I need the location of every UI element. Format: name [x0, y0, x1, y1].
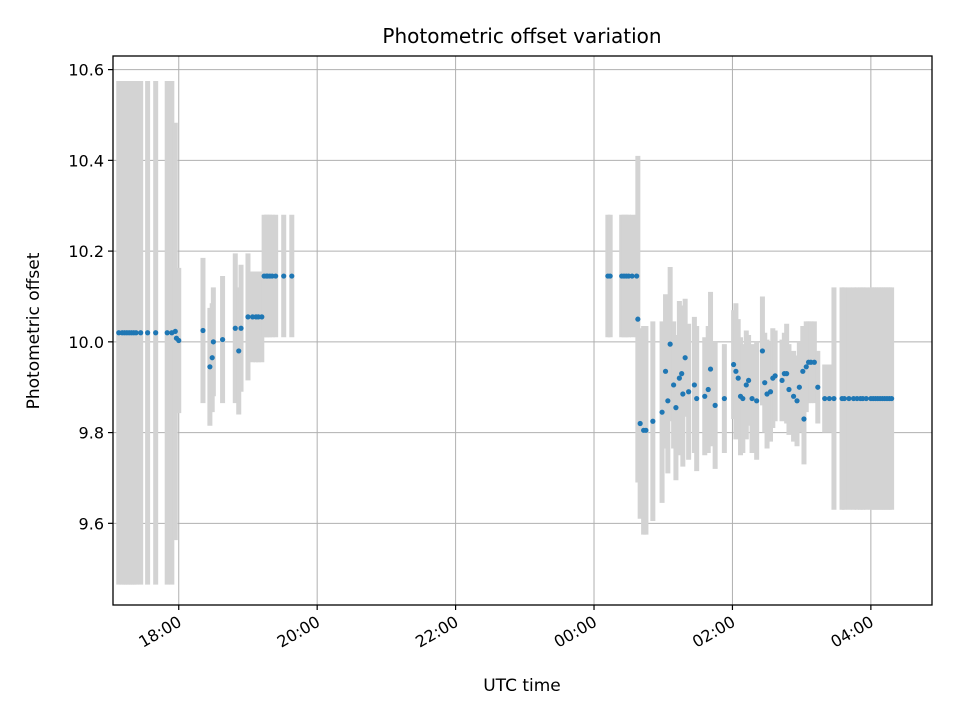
data-point	[801, 416, 807, 422]
data-point	[721, 395, 727, 402]
data-point	[200, 327, 206, 334]
data-point	[667, 341, 673, 347]
data-point	[245, 314, 251, 320]
data-point	[673, 405, 679, 411]
data-point	[815, 384, 821, 390]
data-point	[754, 398, 760, 404]
data-point	[153, 330, 159, 336]
data-point	[803, 364, 809, 370]
data-point	[759, 348, 766, 354]
data-point	[784, 371, 790, 377]
data-point	[219, 336, 226, 343]
data-point	[794, 398, 800, 404]
data-point	[772, 373, 778, 379]
data-point	[822, 395, 828, 402]
data-point	[691, 382, 697, 388]
data-point	[643, 427, 649, 433]
data-point	[637, 420, 643, 427]
data-point	[634, 273, 640, 279]
y-tick-label: 10.4	[68, 151, 104, 170]
data-point	[679, 371, 685, 377]
data-point	[138, 330, 144, 336]
data-point	[863, 395, 869, 402]
data-point	[232, 325, 238, 331]
data-point	[811, 359, 817, 365]
data-point	[682, 355, 688, 361]
data-point	[779, 377, 785, 384]
data-point	[209, 355, 215, 361]
data-point	[164, 330, 170, 336]
data-point	[705, 386, 711, 393]
data-point	[289, 273, 295, 279]
data-point	[145, 330, 151, 336]
data-point	[735, 375, 741, 381]
data-point	[800, 368, 806, 374]
data-point	[786, 386, 792, 393]
chart-title: Photometric offset variation	[382, 24, 661, 48]
data-point	[745, 377, 752, 384]
data-point	[210, 339, 216, 345]
data-point	[281, 273, 287, 279]
plot-frame	[112, 55, 933, 606]
data-point	[259, 314, 265, 320]
data-point	[889, 395, 895, 402]
y-tick-label: 10.6	[68, 61, 104, 80]
data-point	[686, 389, 692, 395]
data-point	[841, 395, 847, 402]
data-point	[712, 402, 718, 408]
data-point	[238, 325, 244, 331]
data-point	[694, 395, 700, 402]
data-point	[207, 364, 213, 370]
data-point	[133, 330, 139, 336]
data-point	[733, 368, 739, 374]
data-point	[676, 375, 682, 381]
data-point	[796, 384, 802, 390]
y-tick-label: 9.8	[79, 424, 104, 443]
data-point	[740, 395, 746, 402]
y-tick-label: 9.6	[79, 514, 104, 533]
data-point	[749, 395, 755, 402]
data-point	[730, 361, 737, 368]
data-point	[236, 348, 242, 354]
data-point	[176, 337, 182, 344]
data-point	[790, 393, 797, 399]
data-point	[831, 395, 837, 402]
data-point	[707, 366, 714, 372]
data-point	[659, 409, 665, 415]
x-axis-title: UTC time	[483, 676, 561, 696]
data-point	[635, 316, 641, 322]
data-point	[650, 418, 656, 424]
data-point	[273, 273, 279, 279]
data-point	[662, 368, 669, 374]
data-points	[116, 273, 895, 433]
data-point	[702, 393, 708, 399]
data-point	[826, 395, 832, 402]
data-point	[743, 382, 749, 388]
data-point	[846, 395, 852, 402]
data-point	[607, 273, 613, 279]
data-point	[172, 328, 178, 335]
y-tick-label: 10.0	[68, 333, 104, 352]
data-point	[680, 391, 686, 397]
data-point	[767, 389, 774, 395]
data-point	[665, 398, 671, 404]
y-axis-title: Photometric offset	[24, 252, 44, 409]
data-point	[629, 273, 635, 279]
y-tick-label: 10.2	[68, 242, 104, 261]
data-point	[762, 380, 768, 386]
data-point	[671, 382, 677, 388]
